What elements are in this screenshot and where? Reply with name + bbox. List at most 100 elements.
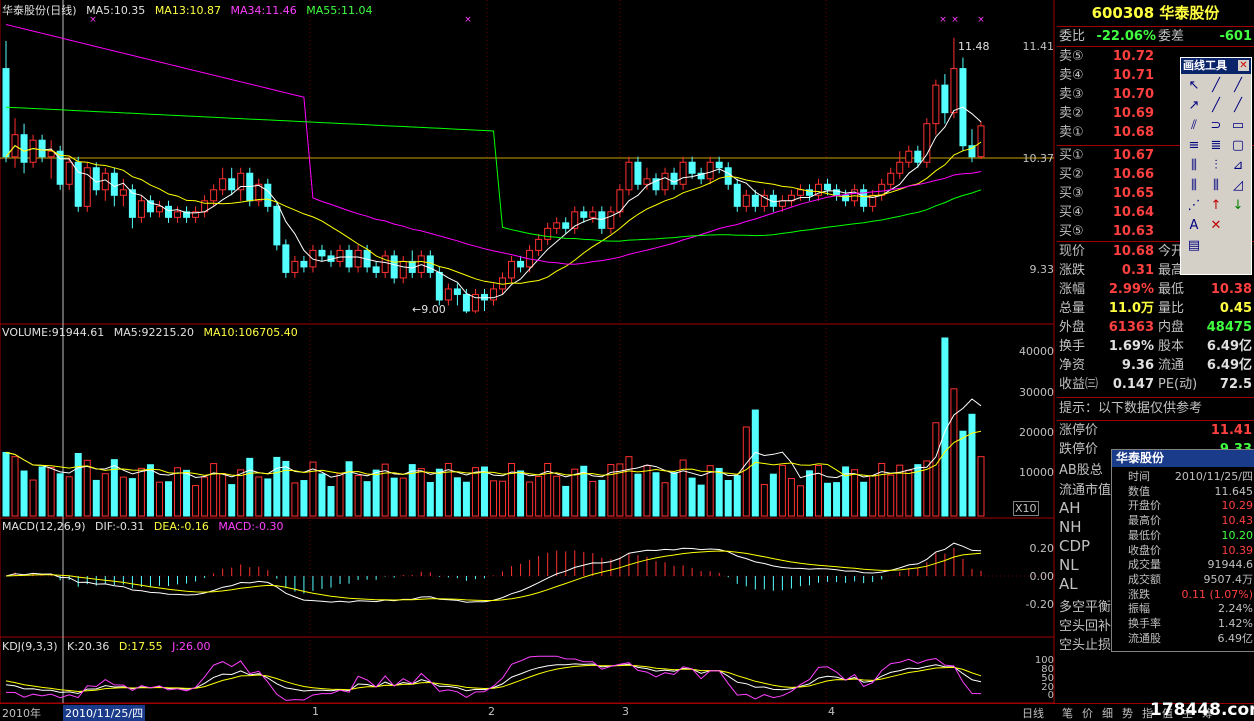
candle-body — [282, 244, 290, 273]
quote-value: 1.69% — [1108, 339, 1154, 354]
bottom-tab[interactable]: 笔 — [1062, 707, 1073, 720]
draw-tool-button[interactable]: ⫼ — [1191, 178, 1197, 193]
candle-body — [923, 123, 931, 163]
close-icon[interactable]: ✕ — [1238, 60, 1249, 71]
draw-tool-button[interactable]: ≣ — [1210, 138, 1222, 153]
index-label: CDP — [1059, 537, 1091, 555]
data-info-window[interactable]: 华泰股份 时间 2010/11/25/四 数值 11.645 开盘价 10.29 最高价 10… — [1111, 449, 1254, 652]
volume-bar — [607, 464, 615, 517]
dea-line — [5, 550, 982, 601]
bottom-tab[interactable]: 值 — [1162, 707, 1173, 720]
info-row: 收盘价 10.39 — [1112, 544, 1254, 557]
period-tab[interactable]: 日线 — [1022, 707, 1044, 720]
draw-tool-button[interactable]: ╱ — [1234, 78, 1242, 93]
quote-label: 收益㈢ — [1059, 377, 1099, 392]
bottom-tab[interactable]: 势 — [1122, 707, 1133, 720]
candle-body — [345, 249, 353, 268]
event-marker-icon: × — [977, 15, 985, 25]
quote-label: 最低 — [1158, 282, 1185, 297]
bid-row: 买③ 10.65 — [1057, 184, 1254, 203]
draw-tool-button[interactable]: ↑ — [1210, 198, 1222, 213]
candle-body — [83, 167, 91, 207]
quote-label: 买② — [1059, 167, 1084, 182]
bottom-tab[interactable]: 主 — [1182, 707, 1193, 720]
draw-tools-window[interactable]: 画线工具 ✕ ↖ ╱ ╱ ↗ ╱ ╱ ⫽ ⊃ ▭ ≡ ≣ ▢ ⫼ ⫶ ⊿ ⫼ ⫼ ◿ ⋰ ↑ ↓ A ✕ ▤ — [1180, 57, 1252, 275]
index-row: CDP — [1057, 537, 1254, 556]
draw-tool-button[interactable]: ╱ — [1212, 98, 1220, 113]
quote-value: 6.49亿 — [1206, 358, 1252, 373]
draw-tool-button[interactable] — [1205, 236, 1227, 256]
volume-bar — [661, 482, 669, 517]
stat-row: 收益㈢ 0.147 PE(动) 72.5 — [1057, 375, 1254, 394]
draw-tool-button[interactable]: ⊿ — [1232, 158, 1244, 173]
info-key: 成交额 — [1128, 572, 1161, 586]
strategy-row: 空头回补 — [1057, 617, 1254, 636]
candle-body — [38, 139, 46, 158]
draw-tool-button[interactable]: ▭ — [1231, 118, 1245, 133]
draw-tool-button[interactable]: ↓ — [1232, 198, 1244, 213]
limit-up-row: 涨停价 11.41 — [1059, 423, 1252, 438]
candle-body — [119, 189, 127, 196]
draw-tool-button[interactable]: ◿ — [1233, 178, 1243, 193]
divider — [1057, 420, 1254, 421]
volume-tick: 10000 — [1019, 466, 1054, 479]
volume-bar — [408, 464, 416, 517]
draw-tool-button[interactable]: ↖ — [1188, 78, 1200, 93]
draw-tool-button[interactable]: ✕ — [1210, 218, 1222, 233]
draw-tool-button[interactable]: ╱ — [1234, 98, 1242, 113]
draw-tool-button[interactable]: ⋰ — [1187, 198, 1201, 213]
quote-label: 外盘 — [1059, 320, 1086, 335]
candle-body — [219, 178, 227, 191]
draw-tool-button[interactable]: ≡ — [1188, 138, 1200, 153]
volume-bar — [381, 463, 389, 517]
draw-tool-button[interactable]: ⊃ — [1210, 118, 1222, 133]
draw-tool-button[interactable]: ▤ — [1187, 238, 1201, 253]
macd-tick: 0.20 — [1029, 542, 1055, 555]
candle-body — [165, 205, 172, 218]
candle-body — [634, 161, 642, 185]
draw-tool-button[interactable]: ╱ — [1212, 78, 1220, 93]
info-key: 数值 — [1128, 484, 1150, 498]
candle-body — [264, 183, 272, 207]
bottom-tab[interactable]: 细 — [1102, 707, 1113, 720]
draw-tool-button[interactable]: ⫼ — [1191, 158, 1197, 173]
draw-tool-button[interactable]: ⫼ — [1213, 178, 1219, 193]
draw-tool-button[interactable] — [1227, 216, 1249, 236]
candle-body — [146, 200, 154, 213]
bottom-tab[interactable]: 指 — [1142, 707, 1153, 720]
draw-tool-button[interactable] — [1227, 236, 1249, 256]
candle-body — [508, 260, 516, 279]
info-title[interactable]: 华泰股份 — [1112, 450, 1254, 467]
draw-tool-button[interactable]: ⫶ — [1214, 158, 1218, 173]
candle-body — [977, 125, 985, 158]
draw-tool-button[interactable]: ▢ — [1231, 138, 1245, 153]
stock-name: 华泰股份 — [1159, 4, 1220, 22]
bottom-tab[interactable]: 价 — [1082, 707, 1093, 720]
strategy-row: 空头止损 — [1057, 636, 1254, 655]
draw-tool-button[interactable]: ↗ — [1188, 98, 1200, 113]
volume-bar — [625, 456, 633, 517]
info-key: 最低价 — [1128, 528, 1161, 542]
candle-body — [652, 178, 660, 191]
quote-label: 买① — [1059, 148, 1084, 163]
candle-body — [932, 84, 940, 125]
bottom-tab[interactable]: 筹 — [1202, 707, 1213, 720]
volume-bar — [128, 478, 136, 517]
info-key: 振幅 — [1128, 602, 1150, 616]
candle-body — [354, 249, 362, 268]
draw-tools-titlebar[interactable]: 画线工具 ✕ — [1181, 58, 1251, 74]
volume-bar — [228, 484, 236, 517]
draw-tool-button[interactable]: ⫽ — [1191, 118, 1197, 133]
info-row: 数值 11.645 — [1112, 485, 1254, 498]
info-row: 时间 2010/11/25/四 — [1112, 470, 1254, 483]
volume-bar — [553, 475, 561, 517]
d-label: D:17.55 — [118, 640, 163, 653]
draw-tool-button[interactable]: A — [1189, 218, 1199, 233]
info-row: 成交额 9507.4万 — [1112, 573, 1254, 586]
quote-label: 股本 — [1158, 339, 1185, 354]
stat-row: 换手 1.69% 股本 6.49亿 — [1057, 337, 1254, 356]
ask-row: 卖③ 10.70 — [1057, 85, 1254, 104]
quote-label: 买③ — [1059, 186, 1084, 201]
cursor-date: 2010/11/25/四 — [63, 705, 146, 721]
